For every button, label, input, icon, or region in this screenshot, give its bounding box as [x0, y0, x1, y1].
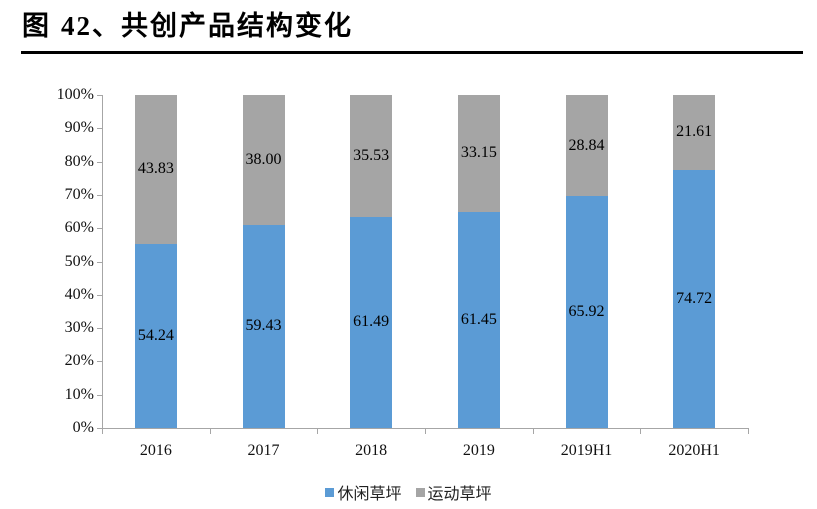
bar-segment-leisure-2020H1 — [673, 169, 715, 428]
y-tick — [97, 395, 102, 396]
x-tick-label: 2018 — [355, 442, 388, 459]
bar-segment-sports-2017 — [243, 95, 285, 225]
x-tick-label: 2019H1 — [560, 442, 613, 459]
legend-item: 运动草坪 — [415, 480, 492, 504]
legend-label: 运动草坪 — [427, 484, 492, 503]
legend-item: 休闲草坪 — [325, 480, 402, 504]
data-label-sports: 35.53 — [353, 146, 390, 164]
x-tick — [317, 428, 318, 434]
bar-segment-sports-2019 — [458, 95, 500, 212]
legend-swatch-icon — [415, 487, 425, 497]
bar-segment-sports-2019H1 — [566, 95, 608, 197]
y-tick-label: 80% — [64, 153, 94, 170]
x-tick — [748, 428, 749, 434]
figure-caption: 共创产品结构变化 — [121, 11, 353, 42]
title-underline — [21, 51, 803, 54]
data-label-leisure: 61.45 — [460, 310, 497, 328]
y-tick-label: 20% — [64, 352, 94, 369]
data-label-sports: 33.15 — [460, 144, 497, 162]
y-tick — [97, 95, 102, 96]
bar-segment-sports-2016 — [135, 95, 177, 244]
data-label-sports: 21.61 — [676, 123, 713, 141]
y-tick-label: 10% — [64, 386, 94, 403]
bar-segment-sports-2020H1 — [673, 95, 715, 170]
data-label-sports: 43.83 — [137, 160, 174, 178]
data-label-leisure: 61.49 — [353, 313, 390, 331]
chart-legend: 休闲草坪 运动草坪 — [0, 480, 817, 504]
y-tick-label: 40% — [64, 286, 94, 303]
x-tick — [102, 428, 103, 434]
legend-label: 休闲草坪 — [337, 484, 402, 503]
bar-segment-leisure-2018 — [350, 216, 392, 428]
y-tick — [97, 162, 102, 163]
data-label-leisure: 54.24 — [137, 326, 174, 344]
x-tick — [425, 428, 426, 434]
y-tick-label: 50% — [64, 253, 94, 270]
y-tick — [97, 195, 102, 196]
y-axis-line — [102, 95, 103, 428]
y-tick — [97, 228, 102, 229]
figure-title: 图 42、共创产品结构变化 — [22, 8, 353, 45]
y-tick — [97, 361, 102, 362]
x-tick-label: 2016 — [139, 442, 172, 459]
x-tick-label: 2019 — [462, 442, 495, 459]
y-tick-label: 90% — [64, 119, 94, 136]
data-label-sports: 38.00 — [245, 150, 282, 168]
figure-prefix: 图 — [22, 11, 51, 42]
x-tick-label: 2017 — [247, 442, 280, 459]
y-tick — [97, 262, 102, 263]
bar-segment-leisure-2017 — [243, 224, 285, 428]
data-label-leisure: 74.72 — [676, 289, 713, 307]
x-tick — [640, 428, 641, 434]
bar-segment-leisure-2016 — [135, 243, 177, 428]
bar-segment-leisure-2019 — [458, 211, 500, 428]
x-tick — [533, 428, 534, 434]
bar-segment-sports-2018 — [350, 95, 392, 217]
data-label-sports: 28.84 — [568, 136, 605, 154]
y-tick-label: 30% — [64, 319, 94, 336]
data-label-leisure: 59.43 — [245, 317, 282, 335]
y-tick-label: 0% — [72, 419, 94, 436]
x-tick-label: 2020H1 — [668, 442, 720, 459]
legend-swatch-icon — [325, 487, 335, 497]
y-tick — [97, 295, 102, 296]
figure-number: 42、 — [61, 11, 121, 41]
data-label-leisure: 65.92 — [568, 303, 605, 321]
y-tick — [97, 428, 102, 429]
y-tick-label: 60% — [64, 219, 94, 236]
bar-segment-leisure-2019H1 — [566, 196, 608, 428]
y-tick — [97, 128, 102, 129]
y-tick-label: 70% — [64, 186, 94, 203]
y-tick-label: 100% — [56, 86, 94, 103]
y-tick — [97, 328, 102, 329]
x-tick — [210, 428, 211, 434]
